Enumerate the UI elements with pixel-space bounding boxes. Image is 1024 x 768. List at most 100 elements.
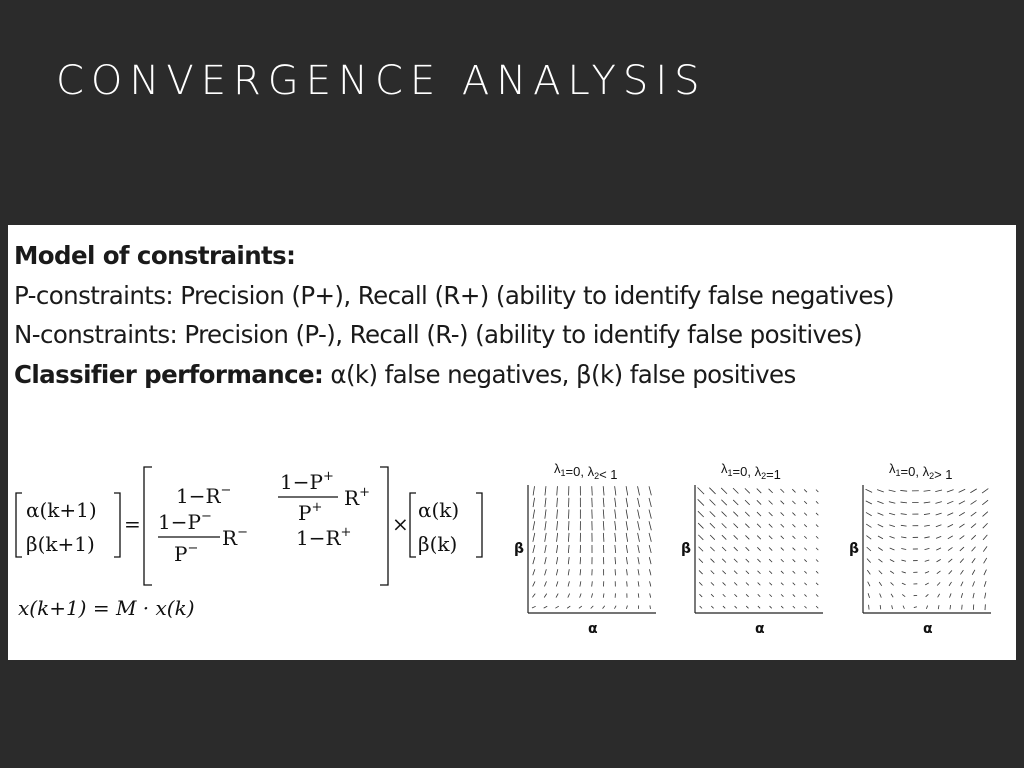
vector-arrow: [792, 582, 796, 586]
vector-arrow: [698, 558, 704, 563]
vector-arrow: [792, 500, 796, 505]
vector-arrow: [544, 497, 547, 508]
vector-arrow: [970, 511, 977, 517]
vector-arrow: [935, 535, 942, 539]
vector-arrow: [972, 581, 975, 587]
vector-arrow: [923, 489, 931, 492]
vector-arrow: [544, 557, 547, 565]
vector-arrow: [698, 570, 703, 575]
vector-arrow: [697, 510, 705, 518]
vector-arrow: [756, 511, 762, 517]
n-constraints-text: N-constraints: Precision (P-), Recall (R…: [14, 320, 863, 349]
vector-arrow: [865, 512, 872, 517]
vector-arrow: [984, 592, 987, 599]
vector-arrow: [889, 524, 896, 527]
vector-arrow: [648, 509, 652, 519]
vector-arrow: [648, 521, 652, 531]
vector-arrow: [970, 488, 977, 494]
vector-arrow: [567, 593, 571, 598]
vector-arrow: [877, 535, 884, 540]
vector-arrow: [710, 582, 715, 586]
vector-arrow: [900, 536, 907, 539]
vector-arrow: [544, 569, 547, 576]
vector-arrow: [900, 501, 907, 504]
vector-arrow: [590, 605, 594, 609]
vector-arrow: [698, 534, 704, 541]
vector-arrow: [923, 513, 931, 515]
vector-arrow: [532, 593, 536, 598]
vector-arrow: [866, 558, 871, 563]
vector-arrow: [745, 535, 750, 540]
vector-arrow: [579, 581, 582, 587]
vector-arrow: [889, 547, 895, 551]
vector-arrow: [924, 547, 930, 551]
vector-arrow: [544, 532, 547, 542]
plot-title: λ1=0, λ2> 1: [889, 461, 953, 482]
vector-arrow: [698, 582, 703, 586]
vector-arrow: [815, 489, 819, 493]
vector-arrow: [958, 488, 966, 493]
x-axis-label: α: [923, 621, 933, 637]
vector-arrow: [792, 535, 796, 540]
vector-arrow: [792, 605, 796, 609]
vector-arrow: [792, 512, 796, 516]
vector-arrow: [648, 544, 652, 554]
m11: 1−R−: [176, 483, 231, 508]
vector-arrow: [925, 593, 929, 598]
vector-arrow: [697, 487, 705, 495]
vector-arrow: [637, 544, 640, 554]
vector-arrow: [648, 486, 652, 496]
vector-arrow: [733, 558, 738, 563]
vector-arrow: [866, 535, 872, 540]
vector-arrow: [982, 522, 988, 529]
vector-arrow: [971, 558, 976, 564]
vector-arrow: [865, 488, 873, 493]
vector-arrow: [901, 559, 907, 562]
vector-arrow: [865, 500, 873, 505]
vector-arrow: [721, 558, 727, 563]
vector-arrow: [804, 582, 807, 586]
vector-arrow: [614, 509, 617, 519]
vector-arrow: [567, 569, 570, 576]
vector-arrow: [878, 581, 883, 587]
vector-arrow: [532, 581, 536, 587]
vector-arrow: [556, 532, 559, 542]
vector-arrow: [625, 497, 629, 508]
vector-arrow: [867, 593, 870, 598]
vector-arrow: [721, 499, 728, 506]
vector-arrow: [865, 523, 872, 528]
vector-arrow: [556, 509, 558, 519]
vector-arrow: [745, 570, 750, 575]
m21-factor: R−: [222, 525, 248, 550]
vector-arrow: [555, 581, 559, 587]
vector-arrow: [970, 523, 977, 529]
vector-arrow: [543, 605, 548, 609]
vector-arrow: [532, 509, 536, 519]
vector-arrow: [722, 582, 726, 586]
convergence-equation: α(k+1) β(k+1) = 1−R− 1−P+ P+ R+ 1−P− P− …: [15, 466, 483, 620]
vector-arrow: [879, 604, 882, 610]
vector-arrow: [637, 521, 640, 531]
vector-arrow: [769, 582, 773, 586]
vector-arrow: [866, 569, 871, 575]
vector-arrow: [946, 489, 954, 493]
vector-arrow: [815, 512, 819, 516]
vector-arrow: [876, 489, 884, 493]
vector-arrow: [648, 532, 652, 542]
vector-arrow: [804, 535, 808, 539]
vector-arrow: [649, 569, 652, 576]
vector-arrow: [732, 499, 739, 506]
vector-arrow: [949, 593, 952, 598]
vector-arrow: [733, 511, 739, 517]
vector-arrow: [555, 593, 559, 598]
vector-arrow: [792, 523, 796, 528]
vector-arrow: [733, 546, 738, 552]
vector-arrow: [614, 605, 617, 609]
vector-arrow: [936, 570, 941, 574]
vector-arrow: [637, 581, 640, 587]
vector-field-plot-3: λ1=0, λ2> 1 β α: [849, 461, 991, 637]
y-axis-label: β: [514, 541, 524, 557]
vector-arrow: [804, 547, 808, 551]
vector-arrow: [902, 594, 906, 597]
vector-arrow: [756, 500, 762, 505]
